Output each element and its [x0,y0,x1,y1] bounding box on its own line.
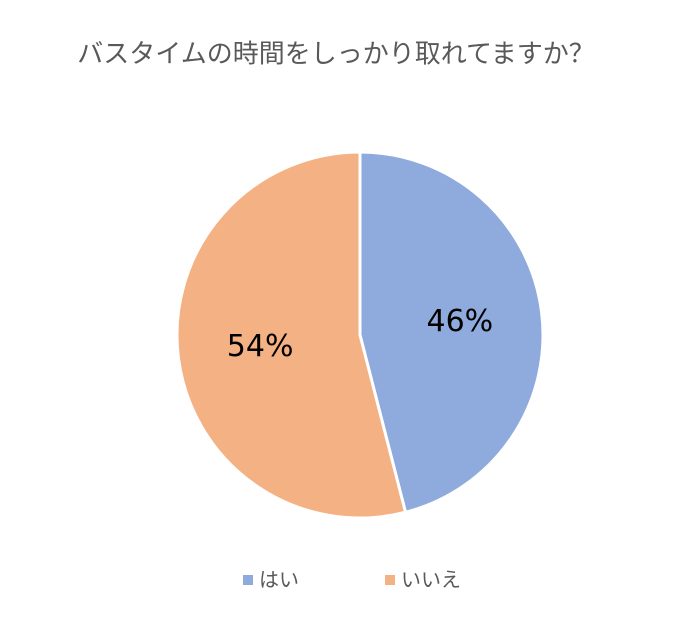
legend-label: はい [259,568,299,592]
legend-swatch [385,575,395,585]
pie-slice [175,150,408,520]
chart-title: バスタイムの時間をしっかり取れてますか？ [77,40,594,70]
legend-swatch [243,575,253,585]
data-label: 54% [227,329,294,364]
pie-slice [358,150,545,515]
data-label: 46% [427,304,494,339]
legend-label: いいえ [401,568,461,592]
